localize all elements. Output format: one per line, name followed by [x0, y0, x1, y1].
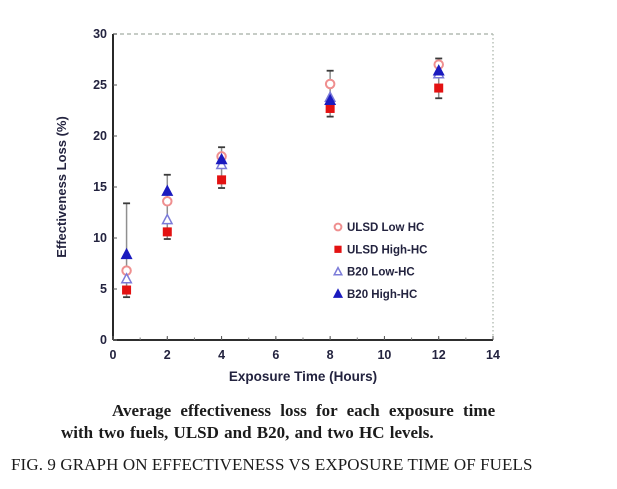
legend-label: ULSD Low HC	[347, 222, 424, 234]
x-tick-label: 6	[272, 348, 279, 362]
y-tick-label: 20	[93, 129, 107, 143]
x-tick-label: 2	[164, 348, 171, 362]
effectiveness-vs-exposure-chart: 0 5 10 15 20 25 30 0 2 4 6 8 10 12 14 Exposure Time (Ho…	[54, 27, 500, 384]
y-tick-label: 5	[100, 282, 107, 296]
data-point-marker	[332, 265, 344, 276]
figure-caption-line2: with two fuels, ULSD and B20, and two HC…	[61, 423, 434, 442]
x-tick-label: 14	[486, 348, 500, 362]
data-point-marker	[122, 285, 132, 295]
data-point-marker	[434, 83, 444, 93]
y-tick-label: 25	[93, 78, 107, 92]
data-point-marker	[217, 175, 227, 185]
y-tick-label: 15	[93, 180, 107, 194]
legend-label: ULSD High-HC	[347, 244, 428, 256]
legend-label: B20 High-HC	[347, 289, 417, 301]
data-point-marker	[324, 78, 336, 90]
data-point-marker	[215, 152, 228, 165]
y-tick-label: 0	[100, 333, 107, 347]
data-point-marker	[432, 64, 445, 76]
data-point-marker	[120, 272, 133, 284]
x-tick-label: 12	[432, 348, 446, 362]
data-point-marker	[161, 213, 174, 225]
figure-caption-line1: Average effectiveness loss for each expo…	[112, 401, 496, 420]
y-tick-label: 10	[93, 231, 107, 245]
x-axis-title: Exposure Time (Hours)	[229, 369, 377, 384]
x-tick-label: 4	[218, 348, 225, 362]
data-point-marker	[332, 288, 344, 298]
y-tick-label: 30	[93, 27, 107, 41]
data-point-marker	[162, 196, 173, 207]
legend-label: B20 Low-HC	[347, 267, 415, 279]
y-axis-title: Effectiveness Loss (%)	[54, 116, 69, 258]
data-point-marker	[162, 227, 172, 237]
data-point-marker	[161, 184, 174, 196]
data-point-marker	[120, 247, 133, 260]
data-point-marker	[334, 245, 342, 253]
data-point-marker	[324, 93, 337, 106]
x-tick-label: 8	[327, 348, 334, 362]
data-point-marker	[325, 103, 335, 113]
data-point-marker	[333, 222, 343, 232]
figure-number-label: FIG. 9 GRAPH ON EFFECTIVENESS VS EXPOSUR…	[11, 455, 533, 474]
x-tick-label: 10	[377, 348, 391, 362]
x-tick-label: 0	[110, 348, 117, 362]
